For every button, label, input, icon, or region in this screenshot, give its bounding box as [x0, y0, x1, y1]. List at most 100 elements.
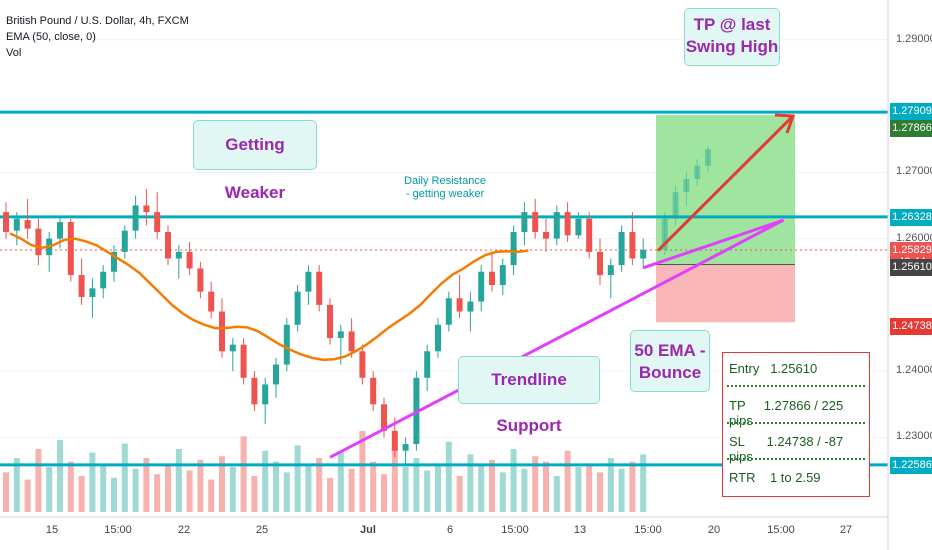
volume-bar [154, 474, 161, 512]
candle-body [197, 268, 204, 292]
ema-callout-line2: Bounce [638, 363, 702, 382]
volume-legend[interactable]: Vol [6, 47, 22, 59]
trade-summary-box[interactable]: Entry 1.25610 TP 1.27866 / 225 pips SL 1… [722, 352, 870, 497]
volume-bar [629, 461, 636, 512]
tp-row: TP 1.27866 / 225 pips [729, 398, 869, 428]
candle-body [381, 404, 387, 431]
candle-body [640, 249, 647, 259]
candle-body [424, 351, 431, 378]
volume-bar [186, 470, 193, 512]
candle-body [337, 331, 344, 339]
volume-bar [24, 479, 31, 512]
arrow-shaft [656, 114, 795, 252]
volume-bar [435, 463, 441, 512]
entry-row: Entry 1.25610 [729, 361, 817, 376]
volume-bar [305, 465, 312, 512]
entry-label: Entry [729, 361, 760, 376]
volume-bar [111, 477, 117, 512]
take-profit-zone [656, 114, 795, 265]
candle-body [111, 251, 117, 272]
candle-body [273, 364, 279, 385]
volume-bars [3, 431, 647, 512]
time-tick-label: Jul [360, 524, 376, 536]
candle-body [316, 271, 323, 305]
candle-body [629, 231, 636, 259]
candle-body [370, 377, 377, 405]
candle-body [402, 444, 409, 451]
volume-bar [219, 456, 225, 512]
tp-callout[interactable]: TP @ last Swing High [684, 8, 780, 66]
candle-body [489, 271, 495, 286]
candle-body [694, 165, 701, 179]
price-tick-label: 1.26000 [896, 231, 932, 244]
time-tick-label: 15:00 [501, 524, 529, 536]
getting-weaker-callout[interactable]: Getting Weaker [193, 120, 317, 202]
volume-bar [445, 441, 452, 512]
stop-loss-zone [656, 264, 795, 323]
time-tick-label: 27 [839, 524, 853, 536]
volume-bar [413, 458, 420, 512]
sl-price-label: 1.24738 [890, 318, 932, 336]
candle-body [165, 231, 171, 259]
ema-bounce-callout[interactable]: 50 EMA - Bounce [630, 330, 710, 392]
candle-body [132, 205, 139, 231]
sl-row: SL 1.24738 / -87 pips [729, 434, 869, 464]
candle-body [359, 351, 366, 378]
trendline-callout-text: Trendline Support [491, 370, 567, 435]
volume-bar [3, 472, 9, 512]
volume-bar [13, 458, 20, 512]
entry-price-label: 1.25610 [890, 259, 932, 277]
candle-body [499, 265, 506, 286]
volume-bar [521, 468, 528, 512]
volume-bar [640, 454, 647, 512]
volume-bar [132, 468, 139, 512]
candle-body [154, 212, 161, 232]
candle-body [327, 304, 333, 339]
volume-bar [532, 456, 539, 512]
candle-body [532, 212, 539, 232]
sl-value: 1.24738 / -87 pips [729, 434, 844, 464]
volume-bar [121, 443, 128, 512]
divider [727, 422, 865, 424]
volume-bar [391, 447, 398, 512]
time-tick-label: 20 [707, 524, 721, 536]
volume-bar [273, 461, 279, 512]
volume-bar [607, 458, 614, 512]
candle-body [618, 231, 625, 266]
volume-bar [618, 468, 625, 512]
time-tick-label: 15:00 [767, 524, 795, 536]
candle-body [57, 222, 63, 239]
tp-callout-line2: Swing High [685, 37, 779, 56]
candle-body [78, 275, 85, 297]
candle-body [543, 231, 549, 239]
ema-callout-line1: 50 EMA - [634, 341, 706, 360]
volume-bar [240, 436, 247, 512]
candle-body [597, 251, 603, 276]
volume-bar [359, 431, 366, 512]
candle-body [100, 271, 107, 289]
volume-bar [424, 470, 431, 512]
candle-body [175, 251, 182, 259]
candle-body [391, 430, 398, 451]
volume-bar [564, 450, 571, 512]
trendline-callout[interactable]: Trendline Support [458, 356, 600, 435]
symbol-legend[interactable]: British Pound / U.S. Dollar, 4h, FXCM [6, 15, 189, 27]
volume-bar [489, 459, 495, 512]
ema-legend[interactable]: EMA (50, close, 0) [6, 31, 96, 43]
candle-body [564, 212, 571, 236]
divider [727, 458, 865, 460]
trendline-support[interactable] [329, 218, 785, 459]
volume-bar [348, 468, 355, 512]
volume-bar [78, 476, 85, 512]
volume-bar [35, 449, 42, 512]
tp-price-label: 1.27866 [890, 119, 932, 137]
candle-body [586, 218, 593, 252]
volume-bar [208, 479, 215, 512]
price-tick-label: 1.29000 [896, 32, 932, 45]
volume-bar [197, 459, 204, 512]
volume-bar [337, 452, 344, 512]
trendline-extension[interactable] [642, 218, 785, 270]
volume-bar [467, 454, 474, 512]
target-arrow [656, 113, 796, 252]
volume-bar [456, 476, 463, 512]
